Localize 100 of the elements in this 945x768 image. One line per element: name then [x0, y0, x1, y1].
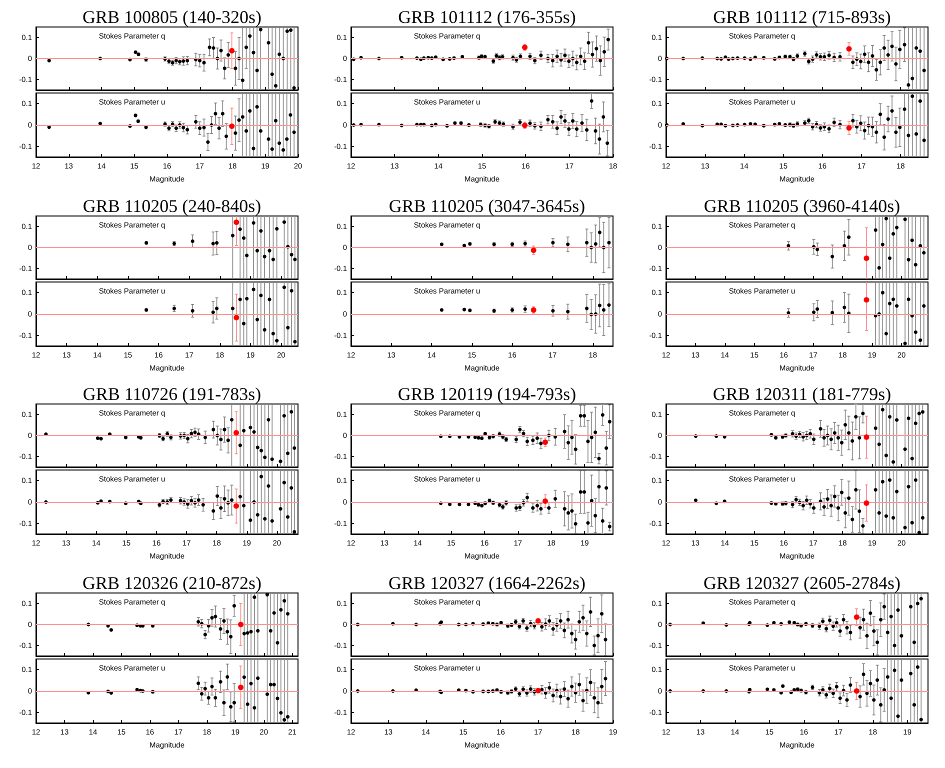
point: [886, 117, 890, 121]
point: [878, 703, 883, 707]
point: [607, 303, 611, 307]
point: [880, 408, 884, 412]
point: [816, 248, 820, 252]
point: [581, 616, 585, 620]
point: [244, 129, 248, 133]
point: [582, 59, 586, 64]
point: [211, 242, 215, 246]
point: [917, 530, 921, 534]
point: [606, 141, 610, 145]
point: [586, 440, 590, 444]
point: [840, 490, 844, 494]
point: [553, 497, 558, 501]
point: [919, 596, 923, 600]
point: [288, 113, 292, 117]
point: [255, 318, 260, 322]
point: [854, 415, 858, 419]
point: [891, 460, 896, 464]
point: [230, 498, 234, 502]
point: [234, 503, 240, 509]
point: [892, 668, 896, 672]
point: [858, 509, 862, 513]
point: [829, 504, 833, 508]
point: [862, 618, 866, 622]
point: [864, 297, 870, 303]
point: [858, 626, 862, 630]
point: [900, 634, 904, 638]
point: [888, 415, 892, 419]
point: [864, 500, 870, 506]
point: [838, 629, 842, 633]
point: [215, 241, 219, 245]
point: [600, 413, 604, 417]
point: [226, 675, 230, 679]
point: [880, 242, 884, 246]
point: [895, 226, 899, 230]
point: [282, 598, 286, 603]
point: [271, 258, 275, 262]
point: [222, 700, 226, 705]
point: [832, 120, 836, 124]
chart-title: GRB 120326 (210-872s): [82, 573, 262, 593]
point: [889, 696, 893, 700]
point: [248, 34, 252, 38]
point: [868, 611, 872, 615]
point: [249, 682, 253, 686]
point: [886, 53, 890, 57]
point: [259, 448, 264, 452]
point: [234, 131, 238, 135]
point: [608, 524, 612, 528]
point: [895, 490, 899, 494]
point: [590, 99, 594, 103]
point: [540, 625, 544, 629]
point: [252, 146, 256, 150]
point: [226, 630, 230, 634]
point: [828, 686, 832, 690]
point: [259, 229, 263, 233]
point: [210, 616, 214, 620]
point: [851, 60, 855, 64]
point: [196, 620, 200, 624]
point: [290, 486, 294, 490]
point: [840, 440, 844, 444]
point: [242, 322, 246, 326]
point: [186, 436, 190, 440]
point: [282, 286, 286, 290]
point: [242, 632, 246, 636]
point: [238, 298, 242, 302]
point: [903, 218, 907, 222]
point: [910, 456, 914, 460]
point: [874, 228, 878, 232]
point: [826, 497, 830, 501]
point: [894, 130, 898, 134]
point: [224, 134, 228, 138]
point: [286, 612, 290, 616]
point: [547, 506, 551, 510]
point: [868, 682, 872, 686]
chart-title: GRB 101112 (176-355s): [398, 7, 576, 27]
point: [566, 242, 570, 246]
point: [804, 498, 809, 502]
point: [918, 49, 922, 53]
point: [832, 431, 836, 435]
point: [234, 220, 240, 226]
point: [202, 60, 206, 64]
point: [918, 338, 922, 342]
point: [888, 478, 892, 482]
point: [880, 290, 884, 294]
point: [910, 520, 914, 524]
point: [585, 128, 589, 132]
point: [917, 412, 921, 416]
chart-title: GRB 120327 (1664-2262s): [388, 573, 586, 593]
point: [268, 682, 272, 686]
point: [562, 507, 566, 511]
point: [916, 602, 920, 606]
point: [850, 518, 854, 522]
point: [535, 504, 540, 508]
point: [888, 302, 892, 306]
point: [551, 627, 555, 631]
point: [226, 438, 230, 442]
point: [604, 446, 608, 450]
point: [214, 696, 218, 700]
point: [263, 456, 267, 460]
